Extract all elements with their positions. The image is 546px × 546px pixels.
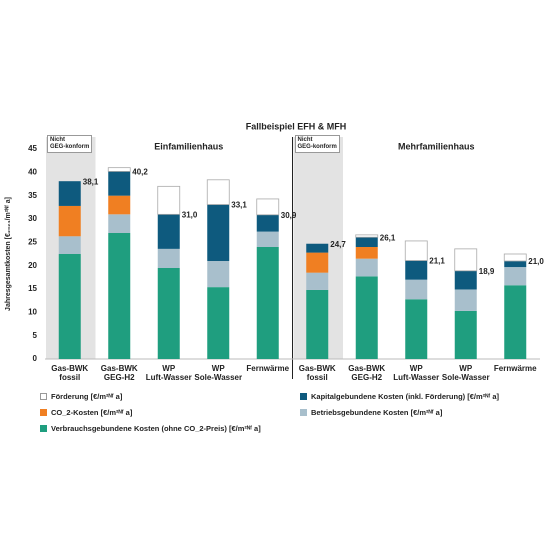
bar-segment [207, 261, 230, 288]
bar-segment [504, 261, 527, 268]
bar-segment [405, 279, 428, 300]
y-tick-label: 45 [28, 144, 37, 153]
legend-item: Förderung [€/m²ᴺᶠ a] [40, 392, 122, 401]
bar-segment [355, 258, 378, 277]
legend-swatch [40, 425, 47, 432]
y-tick-label: 25 [28, 237, 37, 246]
total-label: 30,9 [281, 211, 297, 220]
bar-segment [454, 270, 477, 290]
total-label: 38,1 [83, 177, 99, 186]
bar-segment [405, 260, 428, 280]
legend-item: Kapitalgebundene Kosten (inkl. Förderung… [300, 392, 499, 401]
bar-segment [504, 285, 527, 359]
bar-segment [256, 247, 279, 359]
bar-segment [157, 185, 181, 215]
bar-segment [355, 276, 378, 359]
bar-segment [454, 289, 477, 311]
chart-title: Fallbeispiel EFH & MFH [246, 121, 347, 131]
y-axis-label: Jahresgesamtkosten [€₂₀₂₄/m²ᴺᶠ a] [5, 197, 12, 311]
bar-segment [504, 267, 527, 286]
legend-label: CO_2-Kosten [€/m²ᴺᶠ a] [51, 408, 133, 417]
group-note: Nicht GEG-konform [47, 135, 93, 153]
bar-segment [306, 289, 329, 359]
bar-segment [207, 204, 230, 261]
group-note: Nicht GEG-konform [294, 135, 340, 153]
y-tick-label: 0 [33, 354, 38, 363]
bar-segment [405, 299, 428, 359]
x-tick-label: WP Sole-Wasser [441, 364, 490, 382]
legend-label: Betriebsgebundene Kosten [€/m²ᴺᶠ a] [311, 408, 443, 417]
total-label: 40,2 [132, 168, 148, 177]
bar-segment [108, 214, 131, 233]
bar-segment [306, 252, 329, 273]
bar-segment [306, 272, 329, 290]
total-label: 33,1 [231, 201, 247, 210]
y-tick-label: 30 [28, 214, 37, 223]
bar-segment [503, 253, 527, 262]
bar-segment [306, 243, 329, 253]
y-tick-label: 20 [28, 261, 37, 270]
bar-segment [355, 247, 378, 259]
bar-segment [58, 205, 81, 237]
x-tick-label: Fernwärme [246, 364, 290, 373]
bar-segment [108, 171, 131, 196]
bar-segment [108, 233, 131, 359]
legend-swatch [40, 393, 47, 400]
bar-segment [355, 234, 379, 238]
x-tick-label: Fernwärme [493, 364, 537, 373]
bar-segment [454, 310, 477, 359]
bar-segment [157, 248, 180, 268]
legend-label: Verbrauchsgebundene Kosten (ohne CO_2-Pr… [51, 424, 261, 433]
legend-item: Betriebsgebundene Kosten [€/m²ᴺᶠ a] [300, 408, 442, 417]
bar-segment [207, 287, 230, 359]
legend-swatch [300, 409, 307, 416]
bar-segment [108, 195, 131, 215]
total-label: 24,7 [330, 240, 346, 249]
x-tick-label: WP Luft-Wasser [393, 364, 440, 382]
bar-segment [107, 167, 131, 172]
legend-label: Förderung [€/m²ᴺᶠ a] [51, 392, 123, 401]
x-tick-label: Gas-BWK fossil [51, 364, 89, 382]
bar-segment [157, 268, 180, 359]
bar-segment [454, 248, 478, 272]
x-tick-label: WP Sole-Wasser [194, 364, 243, 382]
x-tick-label: WP Luft-Wasser [145, 364, 192, 382]
group-title: Mehrfamilienhaus [398, 141, 475, 151]
y-tick-label: 10 [28, 307, 37, 316]
bar-segment [256, 198, 280, 216]
total-label: 18,9 [479, 267, 495, 276]
total-label: 21,0 [528, 257, 544, 266]
x-tick-label: Gas-BWK fossil [298, 364, 336, 382]
legend-swatch [40, 409, 47, 416]
bar-segment [355, 237, 378, 247]
bar-segment [58, 181, 81, 206]
group-title: Einfamilienhaus [154, 141, 223, 151]
total-label: 31,0 [182, 210, 198, 219]
legend-item: Verbrauchsgebundene Kosten (ohne CO_2-Pr… [40, 424, 261, 433]
total-label: 26,1 [380, 233, 396, 242]
bar-segment [206, 179, 230, 205]
bar-segment [256, 214, 279, 232]
total-label: 21,1 [429, 257, 445, 266]
x-tick-label: Gas-BWK GEG-H2 [100, 364, 138, 382]
y-tick-label: 5 [33, 331, 38, 340]
bar-segment [58, 236, 81, 254]
bar-segment [58, 254, 81, 359]
y-tick-label: 15 [28, 284, 37, 293]
y-tick-label: 40 [28, 167, 37, 176]
y-tick-label: 35 [28, 191, 37, 200]
bar-segment [157, 214, 180, 249]
legend-item: CO_2-Kosten [€/m²ᴺᶠ a] [40, 408, 132, 417]
legend-swatch [300, 393, 307, 400]
legend-label: Kapitalgebundene Kosten (inkl. Förderung… [311, 392, 499, 401]
bar-segment [256, 231, 279, 247]
x-tick-label: Gas-BWK GEG-H2 [348, 364, 386, 382]
bar-segment [404, 240, 428, 261]
